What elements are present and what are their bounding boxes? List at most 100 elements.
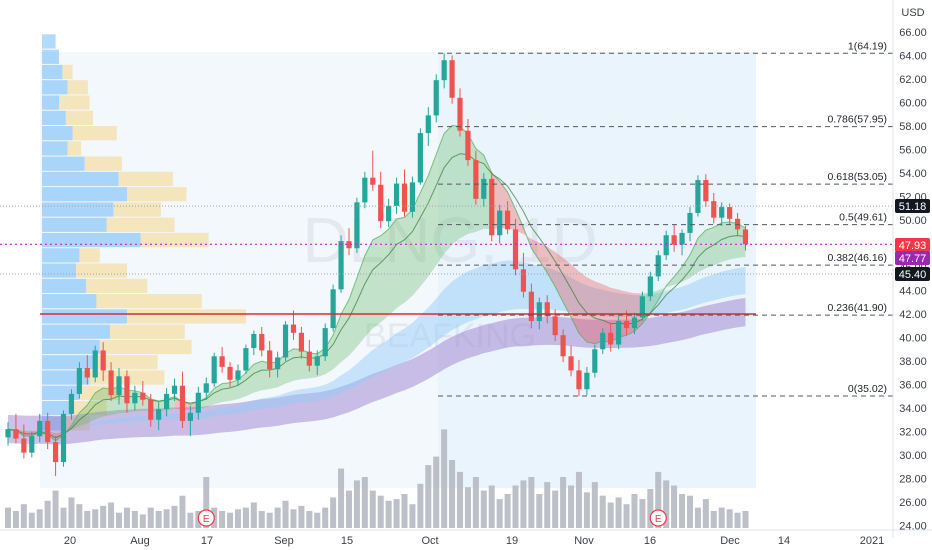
candle-body [409,182,416,212]
candle-body [179,385,186,421]
ema-ribbon-segment [452,125,461,245]
volume-bar [92,509,99,528]
volume-bar [568,485,575,528]
volume-bar [330,497,337,528]
ema-ribbon-segment [79,405,88,427]
candle-body [92,350,98,378]
earnings-marker[interactable] [197,509,215,527]
volume-profile-sell [59,95,90,110]
volume-bar [671,485,678,528]
fib-level-label: 0.5(49.61) [839,212,887,224]
ema-ribbon-segment [95,387,104,420]
y-tick-label: 26.00 [899,497,927,509]
volume-profile-sell [127,187,187,202]
candle-body [156,409,162,420]
candle-body [235,370,241,380]
candle-body [330,289,336,329]
candle-body [655,255,661,277]
ema-ribbon-purple [8,298,746,445]
volume-bar [250,502,257,528]
x-tick-label: Dec [720,535,740,547]
ema-ribbon-segment [586,277,595,344]
volume-bar [425,465,432,528]
volume-profile-buy [42,156,85,171]
y-tick-label: 38.00 [899,356,927,368]
y-tick-label: 54.00 [899,168,927,180]
candle-body [489,178,495,236]
candle-body [481,178,487,199]
volume-bar [528,477,535,528]
volume-profile-sell [67,141,82,156]
volume-bar [488,485,495,528]
volume-bar [734,512,741,528]
candle-body [84,368,90,378]
candle-body [378,184,384,222]
candle-body [251,333,257,349]
volume-bar [52,490,59,528]
candle-body [544,302,550,317]
volume-bar [179,495,186,528]
ema-ribbon-segment [697,230,706,273]
volume-profile-buy [42,64,63,80]
candle-body [497,210,503,236]
volume-bar [353,480,360,528]
ema-ribbon-segment [285,348,294,384]
watermark-text: DLNG, 1D [302,204,597,276]
volume-bar [647,488,654,528]
fib-level-label: 1(64.19) [848,40,887,52]
ema-ribbon-segment [444,125,453,254]
volume-bar [623,504,630,528]
volume-bar [203,477,210,528]
volume-bar [20,504,27,528]
volume-bar [496,499,503,528]
ema-ribbon-segment [214,383,223,405]
candle-body [584,372,590,390]
candle-body [29,436,35,453]
y-tick-label: 42.00 [899,309,927,321]
ema-ribbon-segment [420,175,429,287]
volume-bar [742,511,749,528]
ema-ribbon-segment [729,221,738,260]
ema-13-line [7,153,746,439]
watermark-text: BEAFKING [364,317,536,355]
volume-bar [504,494,511,528]
candle-body [417,133,423,183]
volume-profile-buy [42,400,73,416]
y-tick-label: 32.00 [899,427,927,439]
volume-bar [12,511,19,528]
volume-bar [84,511,91,528]
earnings-marker[interactable] [649,509,667,527]
candle-body [576,370,582,390]
candle-body [671,235,677,245]
fib-level-label: 0.382(46.16) [827,252,887,264]
volume-bar [131,511,138,528]
ema-ribbon-segment [721,221,730,263]
candle-body [203,383,209,393]
earnings-marker-label: E [655,514,662,525]
price-tag-label: 47.77 [899,253,927,265]
candle-body [362,177,368,203]
volume-bar [60,507,67,528]
volume-bar [591,482,598,528]
volume-profile-buy [42,217,107,232]
ema-ribbon-segment [245,364,254,397]
left-range-background [40,52,438,488]
fib-level-label: 0.618(53.05) [827,171,887,183]
volume-bar [108,502,115,528]
candle-body [306,351,312,366]
candle-body [76,368,82,394]
volume-profile-sell [99,339,192,355]
volume-bar [472,477,479,528]
volume-profile-buy [42,232,141,248]
volume-bar [369,490,376,528]
candle-body [100,350,106,371]
candle-body [195,392,201,413]
ema-ribbon-segment [333,314,342,370]
volume-bar [139,514,146,528]
ema-ribbon-segment [404,209,413,303]
volume-bar [702,499,709,528]
candle-body [322,328,328,357]
ema-ribbon-segment [539,242,548,273]
volume-bar [36,509,43,528]
